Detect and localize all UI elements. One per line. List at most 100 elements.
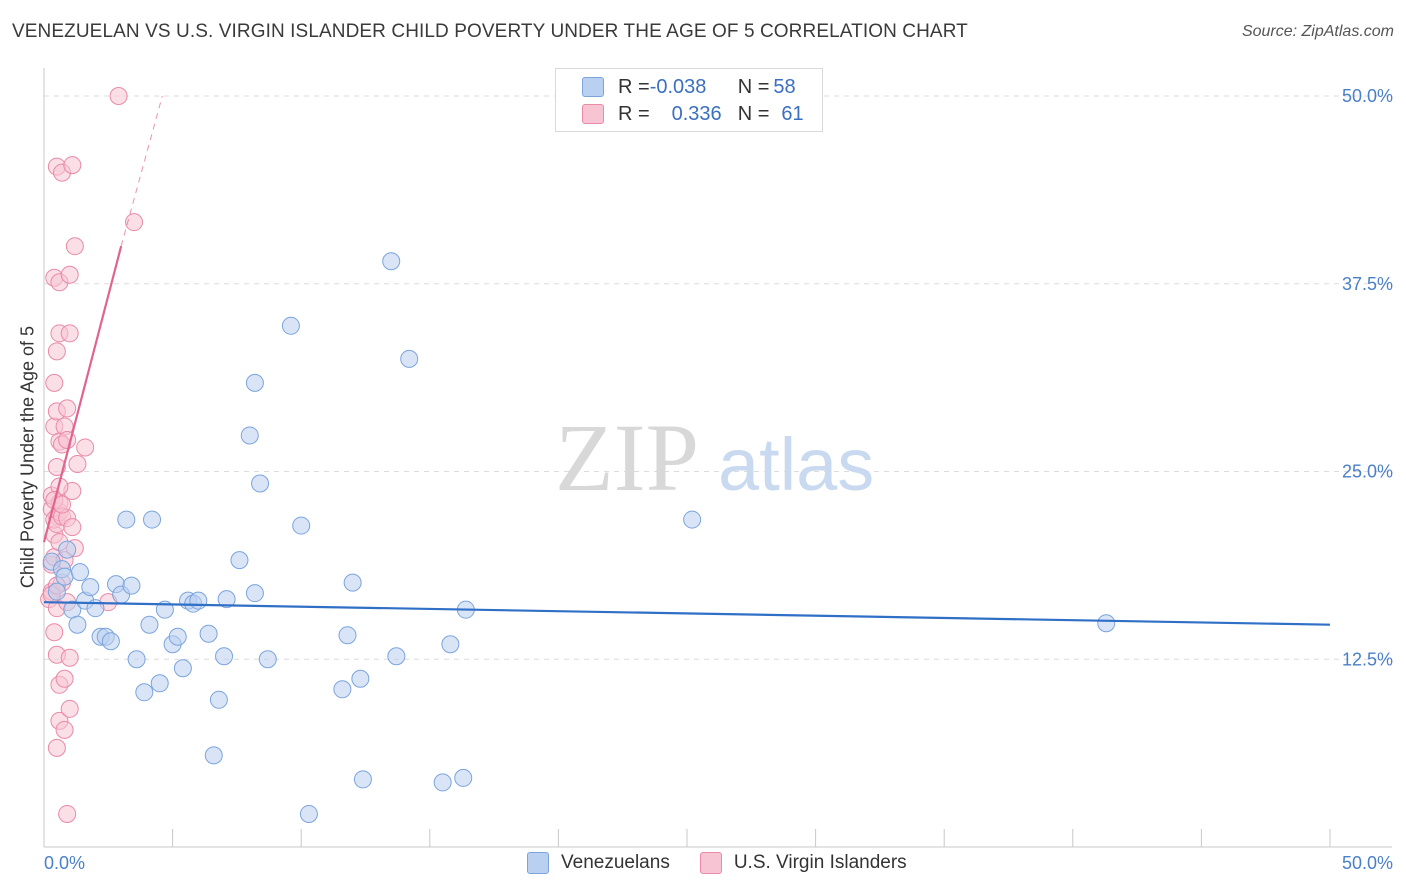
data-point-venezuelans [281, 316, 300, 335]
data-point-venezuelans [333, 680, 352, 699]
legend-row-venezuelans: R = -0.038 N = 58 [582, 74, 796, 100]
tick-labels: 12.5% 25.0% 37.5% 50.0% 0.0% 50.0% [44, 86, 1393, 873]
x-tick-label-min: 0.0% [44, 853, 85, 873]
data-point-virgin-islanders [60, 324, 79, 343]
data-point-venezuelans [1097, 614, 1116, 633]
data-point-venezuelans [150, 674, 169, 693]
data-point-virgin-islanders [47, 342, 66, 361]
data-point-virgin-islanders [55, 720, 74, 739]
data-point-venezuelans [230, 551, 249, 570]
series-swatch-pink [699, 852, 722, 874]
series-label-venezuelans: Venezuelans [561, 852, 670, 873]
data-point-virgin-islanders [58, 804, 77, 823]
y-tick-label: 50.0% [1342, 86, 1393, 106]
legend-row-virgin-islanders: R = 0.336 N = 61 [582, 101, 804, 127]
grid-lines [44, 95, 1392, 660]
data-point-virgin-islanders [68, 454, 87, 473]
data-point-virgin-islanders [55, 669, 74, 688]
data-point-venezuelans [168, 627, 187, 646]
series-swatch-blue [527, 852, 549, 874]
watermark: ZIP atlas [555, 404, 874, 511]
series-legend-venezuelans[interactable]: Venezuelans [527, 852, 670, 874]
data-point-venezuelans [55, 567, 74, 586]
data-point-venezuelans [240, 426, 259, 445]
y-tick-label: 12.5% [1342, 649, 1393, 669]
data-point-venezuelans [258, 650, 277, 669]
data-point-venezuelans [71, 563, 90, 582]
legend-swatch-blue [582, 77, 604, 97]
data-point-virgin-islanders [63, 156, 82, 175]
data-point-venezuelans [292, 516, 311, 535]
data-point-virgin-islanders [45, 373, 64, 392]
legend-n-value: 58 [773, 75, 796, 98]
legend-r-label: R = [618, 102, 650, 125]
y-tick-label: 37.5% [1342, 274, 1393, 294]
data-point-venezuelans [433, 773, 452, 792]
data-point-virgin-islanders [47, 457, 66, 476]
data-point-venezuelans [343, 573, 362, 592]
y-tick-label: 25.0% [1342, 462, 1393, 482]
data-point-venezuelans [251, 474, 270, 493]
legend-n-label: N = [737, 75, 770, 98]
data-point-venezuelans [135, 683, 154, 702]
data-point-virgin-islanders [60, 699, 79, 718]
data-point-virgin-islanders [65, 237, 84, 256]
data-point-venezuelans [127, 650, 146, 669]
data-point-venezuelans [353, 770, 372, 789]
legend-swatch-pink [582, 104, 604, 124]
data-point-venezuelans [400, 349, 419, 368]
data-point-venezuelans [189, 591, 208, 610]
data-point-venezuelans [173, 659, 192, 678]
data-point-venezuelans [122, 576, 141, 595]
data-point-venezuelans [441, 635, 460, 654]
source-label: Source: ZipAtlas.com [1241, 23, 1394, 40]
data-point-venezuelans [217, 590, 236, 609]
data-point-venezuelans [117, 510, 136, 529]
x-tick-label-max: 50.0% [1342, 853, 1393, 873]
trend-line-virgin-islanders-extension [120, 95, 163, 247]
data-point-venezuelans [245, 584, 264, 603]
data-point-virgin-islanders [45, 623, 64, 642]
data-point-venezuelans [101, 632, 120, 651]
data-point-venezuelans [47, 582, 66, 601]
data-point-venezuelans [209, 690, 228, 709]
legend-r-value: -0.038 [649, 75, 707, 98]
data-point-venezuelans [454, 768, 473, 787]
legend-n-label: N = [737, 102, 770, 125]
trend-line-virgin-islanders [42, 245, 123, 543]
data-point-venezuelans [683, 510, 702, 529]
data-point-virgin-islanders [47, 738, 66, 757]
data-point-venezuelans [204, 746, 223, 765]
pink-points [40, 87, 144, 823]
series-legend-virgin-islanders[interactable]: U.S. Virgin Islanders [699, 852, 907, 874]
trend-lines [42, 95, 1331, 626]
data-point-venezuelans [58, 540, 77, 559]
series-label-virgin-islanders: U.S. Virgin Islanders [733, 852, 907, 873]
data-point-venezuelans [199, 624, 218, 643]
data-point-venezuelans [245, 373, 264, 392]
data-point-venezuelans [140, 615, 159, 634]
axes [43, 68, 1392, 848]
legend-r-value: 0.336 [671, 102, 722, 125]
series-legend: Venezuelans U.S. Virgin Islanders [527, 852, 937, 874]
data-point-venezuelans [143, 510, 162, 529]
data-point-venezuelans [81, 578, 100, 597]
legend-r-label: R = [618, 75, 650, 98]
data-point-venezuelans [338, 626, 357, 645]
data-point-venezuelans [382, 252, 401, 271]
data-point-virgin-islanders [109, 87, 128, 105]
watermark-zip: ZIP [555, 404, 699, 511]
data-point-venezuelans [68, 615, 87, 634]
correlation-legend: R = -0.038 N = 58 R = 0.336 N = 61 [555, 68, 823, 132]
data-point-virgin-islanders [125, 213, 144, 232]
data-point-venezuelans [299, 804, 318, 823]
data-point-venezuelans [387, 647, 406, 666]
data-point-virgin-islanders [60, 648, 79, 667]
data-point-virgin-islanders [58, 399, 77, 418]
legend-n-value: 61 [781, 102, 804, 125]
blue-points [42, 252, 1116, 823]
trend-line-venezuelans [43, 601, 1331, 626]
data-point-venezuelans [215, 647, 234, 666]
chart-title: VENEZUELAN VS U.S. VIRGIN ISLANDER CHILD… [12, 21, 968, 42]
